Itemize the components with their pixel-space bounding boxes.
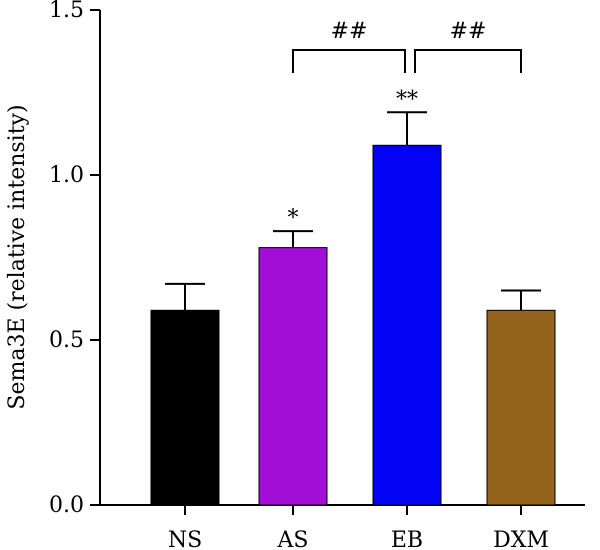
y-axis-label: Sema3E (relative intensity) [5, 104, 30, 409]
bar-ns [150, 309, 220, 506]
significance-label-as: * [288, 206, 299, 231]
bar-dxm [486, 309, 556, 506]
x-tick-label-as: AS [277, 528, 309, 550]
y-tick-label: 1.5 [49, 0, 84, 23]
y-tick-label: 0.5 [49, 328, 84, 353]
significance-label-eb: ** [396, 87, 418, 112]
comparison-bracket-as-eb [292, 49, 406, 73]
x-tick-label-ns: NS [168, 528, 202, 550]
y-tick-label: 0.0 [49, 493, 84, 518]
x-tick-label-eb: EB [391, 528, 423, 550]
bar-eb [372, 144, 442, 506]
y-tick-label: 1.0 [49, 163, 84, 188]
comparison-bracket-eb-dxm [414, 49, 522, 73]
bar-as [258, 247, 328, 506]
x-tick-label-dxm: DXM [493, 528, 549, 550]
comparison-label-eb-dxm: ## [450, 19, 487, 44]
comparison-label-as-eb: ## [331, 19, 368, 44]
